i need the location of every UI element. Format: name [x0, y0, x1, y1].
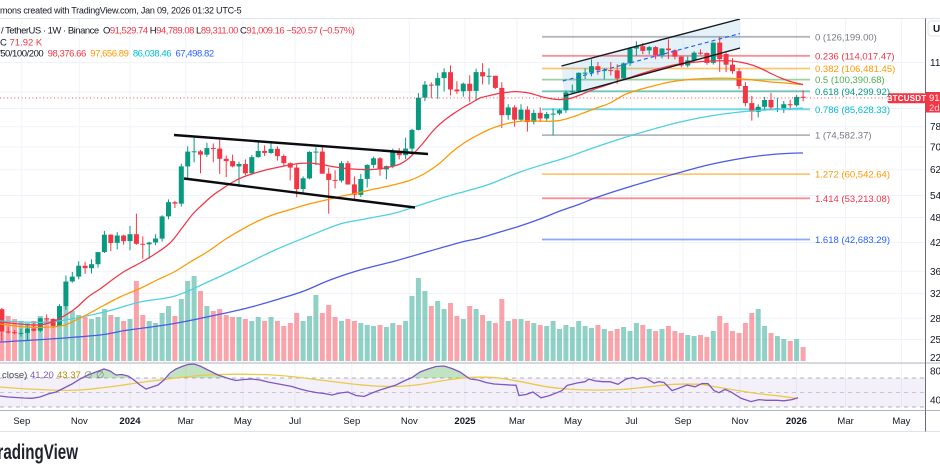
svg-text:91,009: 91,009: [929, 93, 940, 104]
svg-text:1 (74,582.37): 1 (74,582.37): [815, 131, 872, 142]
svg-text:0.236 (114,017.47): 0.236 (114,017.47): [815, 51, 895, 62]
svg-text:80.00: 80.00: [930, 367, 940, 378]
svg-text:Mar: Mar: [509, 416, 525, 427]
svg-text:Sep: Sep: [343, 416, 360, 427]
svg-text:TradingView: TradingView: [0, 441, 78, 464]
svg-text:USD: USD: [933, 24, 940, 35]
svg-text:78,000: 78,000: [930, 122, 940, 133]
svg-text:0 (126,199.00): 0 (126,199.00): [815, 32, 877, 43]
svg-text:Sep: Sep: [13, 416, 30, 427]
svg-text:36,000: 36,000: [930, 267, 940, 278]
svg-text:25,000: 25,000: [930, 335, 940, 346]
svg-text:54,000: 54,000: [930, 191, 940, 202]
svg-text:Sep: Sep: [675, 416, 692, 427]
svg-text:0.618 (94,299.92): 0.618 (94,299.92): [815, 87, 890, 98]
svg-text:Mar: Mar: [837, 416, 853, 427]
svg-text:Jul: Jul: [625, 416, 637, 427]
svg-text:Mar: Mar: [178, 416, 194, 427]
svg-text:2025: 2025: [454, 416, 476, 427]
svg-text:Nov: Nov: [71, 416, 88, 427]
svg-text:mons created with TradingView.: mons created with TradingView.com, Jan 0…: [0, 6, 242, 16]
svg-text:2d 22: 2d 22: [929, 103, 940, 114]
svg-text:1.272 (60,542.64): 1.272 (60,542.64): [815, 170, 890, 181]
svg-text:22,000: 22,000: [930, 353, 940, 364]
svg-text:62,000: 62,000: [930, 165, 940, 176]
svg-text:0.5 (100,390.68): 0.5 (100,390.68): [815, 75, 885, 86]
svg-text:Nov: Nov: [401, 416, 418, 427]
svg-text:1.414 (53,213.08): 1.414 (53,213.08): [815, 194, 890, 205]
svg-text:May: May: [234, 416, 252, 427]
svg-text:40.00: 40.00: [930, 396, 940, 407]
svg-text:Nov: Nov: [732, 416, 749, 427]
svg-text:/50/100/200 98,376.66 97,656: /50/100/200 98,376.66 97,656.89 86,038.4…: [0, 49, 214, 60]
svg-text:32,000: 32,000: [930, 289, 940, 300]
svg-text:110,000: 110,000: [930, 58, 940, 69]
svg-text:2026: 2026: [786, 416, 807, 427]
svg-text:0.786 (85,628.33): 0.786 (85,628.33): [815, 105, 890, 116]
svg-text:0.382 (106,481.45): 0.382 (106,481.45): [815, 64, 895, 75]
svg-text:C 71.92 K: C 71.92 K: [0, 38, 43, 49]
svg-text:May: May: [564, 416, 582, 427]
svg-text:42,000: 42,000: [930, 238, 940, 249]
svg-text:May: May: [892, 416, 910, 427]
svg-text:Jul: Jul: [289, 416, 301, 427]
svg-text:2024: 2024: [119, 416, 141, 427]
svg-text:1.618 (42,683.29): 1.618 (42,683.29): [815, 235, 890, 246]
svg-text:70,000: 70,000: [930, 143, 940, 154]
svg-text:28,000: 28,000: [930, 314, 940, 325]
svg-text:48,000: 48,000: [930, 213, 940, 224]
svg-text:BTCUSDT: BTCUSDT: [887, 94, 927, 103]
svg-text:/ TetherUS · 1W · Binance O91: / TetherUS · 1W · Binance O91,529.74 H94…: [1, 26, 355, 37]
